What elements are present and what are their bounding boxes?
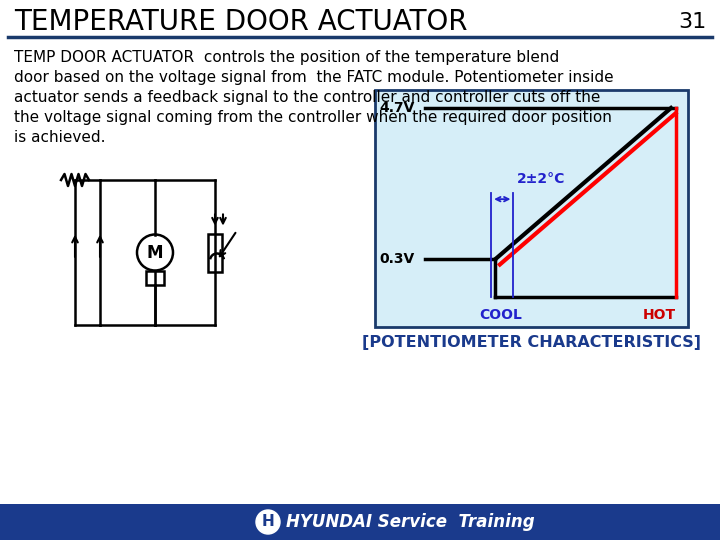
Text: M: M: [147, 244, 163, 261]
Text: 0.3V: 0.3V: [379, 252, 414, 266]
Text: [POTENTIOMETER CHARACTERISTICS]: [POTENTIOMETER CHARACTERISTICS]: [362, 335, 701, 350]
Text: TEMP DOOR ACTUATOR  controls the position of the temperature blend: TEMP DOOR ACTUATOR controls the position…: [14, 50, 559, 65]
Text: 31: 31: [678, 12, 706, 32]
Text: door based on the voltage signal from  the FATC module. Potentiometer inside: door based on the voltage signal from th…: [14, 70, 613, 85]
Text: 4.7V: 4.7V: [379, 101, 415, 115]
Circle shape: [256, 510, 280, 534]
Text: 2±2°C: 2±2°C: [517, 172, 566, 186]
Text: HOT: HOT: [643, 308, 676, 322]
Bar: [375, 90, 688, 327]
Text: actuator sends a feedback signal to the controller and controller cuts off the: actuator sends a feedback signal to the …: [14, 90, 600, 105]
Text: TEMPERATURE DOOR ACTUATOR: TEMPERATURE DOOR ACTUATOR: [14, 8, 467, 36]
Bar: [0, 504, 720, 540]
Bar: [146, 271, 164, 285]
Text: H: H: [261, 515, 274, 530]
Text: COOL: COOL: [479, 308, 522, 322]
Text: is achieved.: is achieved.: [14, 130, 106, 145]
Bar: [208, 233, 222, 272]
Text: the voltage signal coming from the controller when the required door position: the voltage signal coming from the contr…: [14, 110, 612, 125]
Text: HYUNDAI Service  Training: HYUNDAI Service Training: [286, 513, 535, 531]
